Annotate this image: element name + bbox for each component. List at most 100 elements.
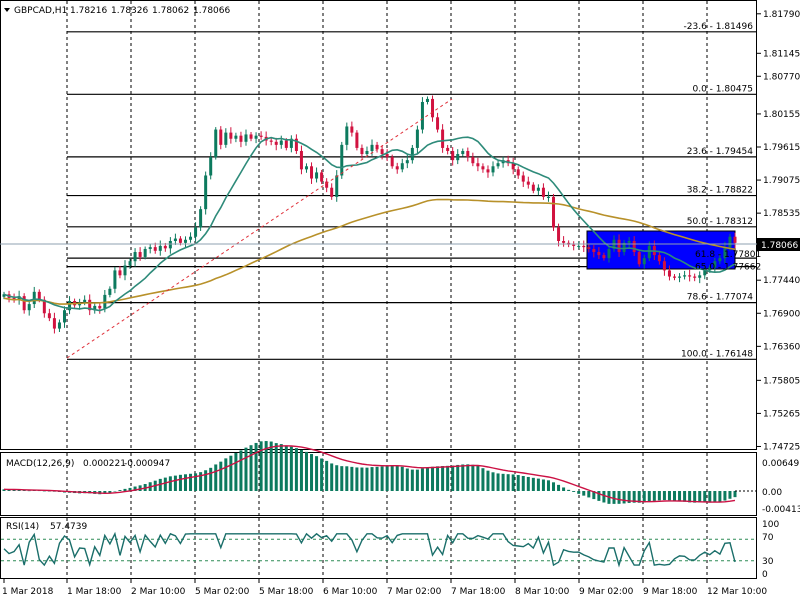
candle-body [42, 299, 46, 314]
candle-body [693, 276, 697, 278]
macd-bar [733, 491, 737, 498]
macd-bar [526, 476, 530, 491]
ohlc-close: 1.78066 [193, 6, 230, 16]
macd-bar [320, 458, 324, 491]
rsi-scale-30: 30 [762, 557, 774, 567]
macd-bar [718, 491, 722, 502]
candle-body [451, 150, 455, 161]
candle-body [662, 261, 666, 271]
macd-bar [728, 491, 732, 499]
candle-body [138, 252, 142, 257]
candle-body [158, 245, 162, 251]
macd-bar [632, 491, 636, 503]
chart-collapse-icon[interactable] [4, 8, 10, 12]
candle-body [219, 129, 223, 145]
current-price-label: 1.78066 [761, 241, 798, 251]
price-label: 1.75805 [763, 376, 800, 386]
macd-bar [27, 490, 31, 492]
macd-bar [264, 441, 268, 491]
candle-body [698, 275, 702, 278]
fib-level-label: 65.0 - 1.77662 [695, 263, 761, 273]
macd-bar [103, 491, 107, 494]
candle-body [390, 157, 394, 167]
ohlc-low: 1.78062 [152, 6, 189, 16]
macd-bar [466, 464, 470, 491]
candle-body [516, 169, 520, 176]
macd-scale-bottom: -0.004132 [762, 505, 800, 515]
macd-bar [325, 460, 329, 491]
macd-bar [431, 466, 435, 491]
candle-body [204, 175, 208, 210]
rsi-scale-0: 0 [762, 570, 768, 580]
current-price-tag [757, 238, 800, 251]
macd-bar [224, 458, 228, 491]
candle-body [128, 261, 132, 266]
price-label: 1.80155 [763, 110, 800, 120]
macd-bar [481, 468, 485, 491]
candle-body [375, 144, 379, 150]
candle-body [667, 270, 671, 277]
macd-bar [113, 491, 117, 492]
macd-bar [204, 470, 208, 491]
time-axis[interactable]: 1 Mar 2018 1 Mar 18:00 2 Mar 10:00 5 Mar 02… [2, 579, 767, 597]
macd-title: MACD(12,26,9) [6, 459, 74, 469]
macd-bar [511, 474, 515, 491]
macd-bar [294, 448, 298, 491]
price-axis[interactable]: 1.81790 1.81145 1.80770 1.80155 1.79615 1.790… [757, 10, 800, 453]
macd-bar [673, 491, 677, 501]
buy-zone-rectangle[interactable] [586, 230, 736, 270]
price-label: 1.76360 [763, 342, 800, 352]
fast-moving-average-line [3, 136, 736, 312]
candle-body [17, 296, 21, 300]
macd-bar [703, 491, 707, 503]
candle-body [335, 175, 339, 197]
candle-body [536, 187, 540, 191]
macd-bar [118, 490, 122, 491]
candle-body [22, 296, 26, 311]
candle-body [244, 134, 248, 142]
macd-bar [400, 466, 404, 491]
macd-bar [688, 491, 692, 503]
candle-body [466, 150, 470, 158]
macd-bar [2, 489, 6, 491]
slow-moving-average-line [3, 198, 736, 305]
candle-body [678, 276, 682, 278]
candle-body [486, 169, 490, 173]
price-label: 1.81790 [763, 10, 800, 20]
macd-bar [254, 442, 258, 491]
candle-body [254, 135, 258, 139]
price-label: 1.75265 [763, 409, 800, 419]
candle-body [627, 241, 631, 243]
macd-bar [597, 491, 601, 501]
macd-bar [617, 491, 621, 504]
time-label: 9 Mar 02:00 [579, 587, 634, 597]
candle-body [657, 255, 661, 262]
price-label: 1.79615 [763, 143, 800, 153]
candle-body [123, 265, 127, 276]
macd-bar [279, 444, 283, 491]
candle-body [88, 299, 92, 311]
macd-bar [647, 491, 651, 502]
candle-body [360, 147, 364, 155]
macd-bar [360, 467, 364, 491]
macd-bar [557, 484, 561, 491]
macd-bar [244, 447, 248, 491]
macd-bar [562, 487, 566, 491]
candle-body [350, 126, 354, 133]
rsi-indicator [1, 531, 757, 568]
candle-body [703, 270, 707, 276]
macd-bar [259, 441, 263, 491]
candle-body [83, 299, 87, 303]
candle-body [199, 209, 203, 228]
candle-body [582, 245, 586, 248]
fib-level-label: 78.6 - 1.77074 [687, 293, 753, 303]
macd-bar [17, 489, 21, 491]
candle-body [274, 141, 278, 145]
price-label: 1.80770 [763, 72, 800, 82]
macd-bar [546, 480, 550, 491]
candle-body [446, 147, 450, 151]
candle-body [320, 172, 324, 182]
rsi-panel-frame [0, 517, 757, 579]
time-label: 9 Mar 18:00 [643, 587, 698, 597]
